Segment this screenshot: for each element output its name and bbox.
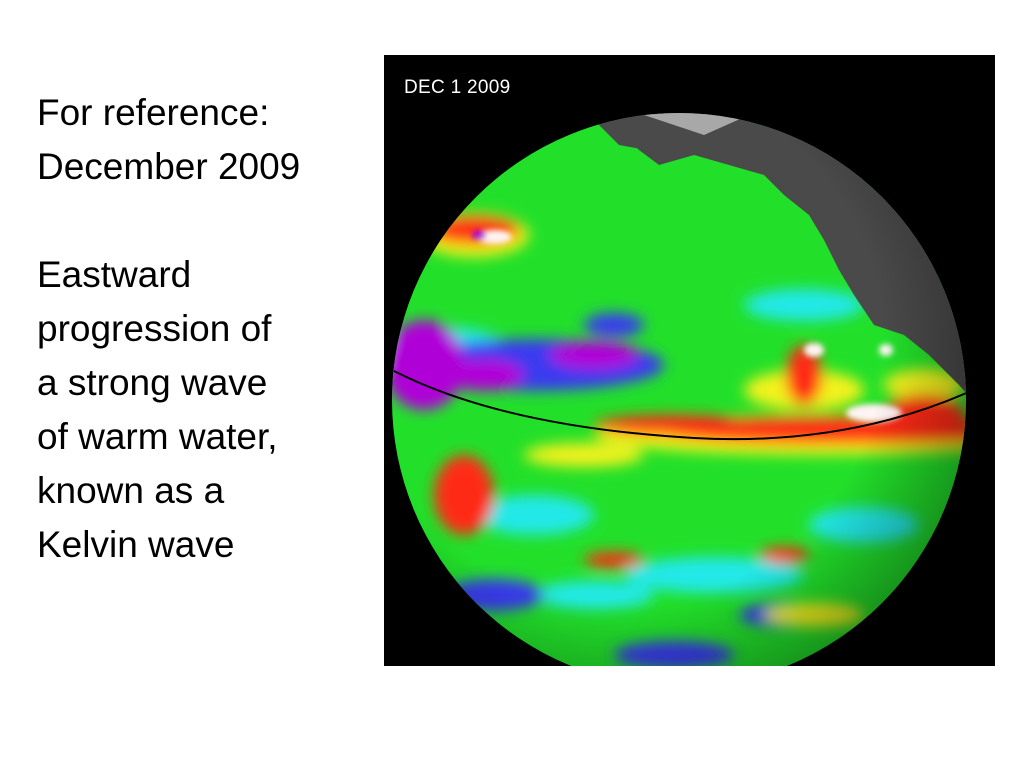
description-line-2: progression of (37, 308, 272, 349)
paragraph-gap (37, 194, 377, 248)
description-line-1: Eastward (37, 254, 192, 295)
description-line-4: of warm water, (37, 416, 278, 457)
globe-shading (392, 113, 966, 666)
description-line-3: a strong wave (37, 362, 268, 403)
description-line-5: known as a (37, 470, 225, 511)
sea-level-globe-image: DEC 1 2009 (384, 55, 995, 666)
reference-line-1: For reference: (37, 92, 270, 133)
reference-line-2: December 2009 (37, 146, 301, 187)
slide-caption: For reference: December 2009 Eastward pr… (37, 86, 377, 572)
description-line-6: Kelvin wave (37, 524, 235, 565)
globe-graphic (384, 55, 995, 666)
date-label: DEC 1 2009 (404, 77, 511, 98)
